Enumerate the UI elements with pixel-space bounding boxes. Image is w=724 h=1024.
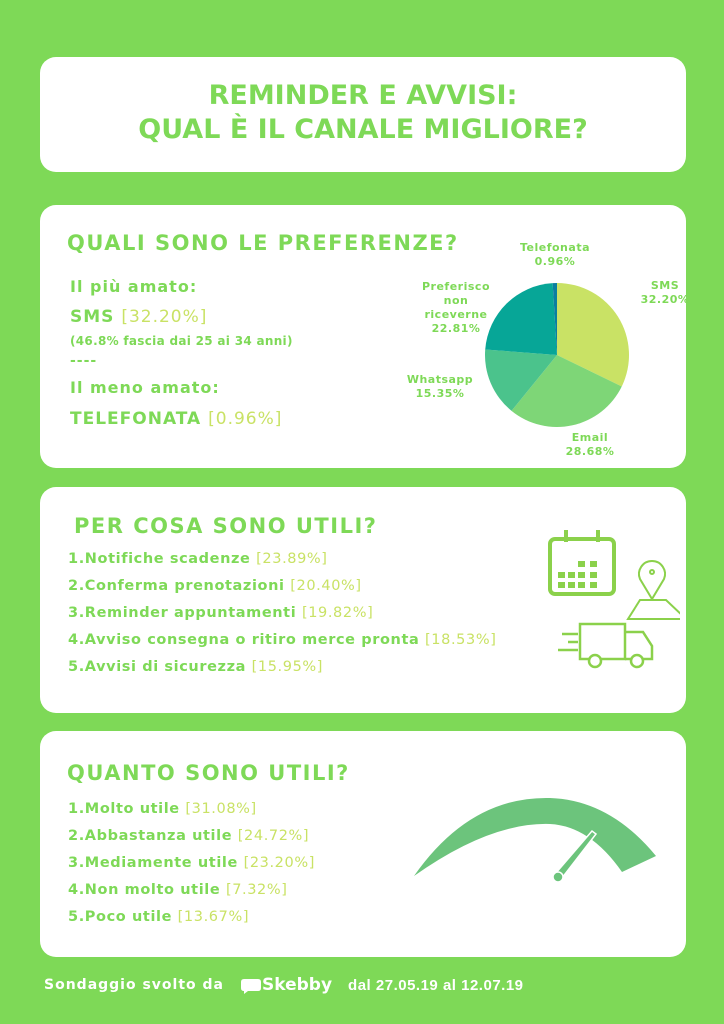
- list-item: 2.Abbastanza utile [24.72%]: [68, 828, 310, 844]
- calendar-icon: [548, 530, 616, 596]
- most-loved-name: SMS: [70, 307, 115, 327]
- separator: ----: [70, 353, 98, 369]
- least-loved: TELEFONATA [0.96%]: [70, 409, 282, 429]
- pie-label-preferisco: Preferisco non riceverne 22.81%: [421, 280, 490, 335]
- uses-illustration: [548, 530, 680, 669]
- pie-slice-email: [511, 355, 622, 427]
- list-item: 5.Poco utile [13.67%]: [68, 909, 250, 925]
- list-item: 3.Mediamente utile [23.20%]: [68, 855, 315, 871]
- delivery-truck-icon: [558, 622, 654, 669]
- list-item: 5.Avvisi di sicurezza [15.95%]: [68, 659, 324, 675]
- least-loved-value: [0.96%]: [208, 409, 283, 429]
- title-line-2: QUAL È IL CANALE MIGLIORE?: [138, 114, 588, 145]
- least-loved-name: TELEFONATA: [70, 409, 202, 429]
- usefulness-heading: QUANTO SONO UTILI?: [67, 761, 350, 785]
- title-card: REMINDER E AVVISI: QUAL È IL CANALE MIGL…: [40, 57, 686, 172]
- pie-label-whatsapp: Whatsapp 15.35%: [406, 373, 474, 400]
- footer-prefix: Sondaggio svolto da: [44, 977, 224, 993]
- footer: Sondaggio svolto da Skebby dal 27.05.19 …: [44, 975, 524, 995]
- uses-card: PER COSA SONO UTILI? 1.Notifiche scadenz…: [40, 487, 686, 713]
- brand-name: Skebby: [262, 975, 333, 995]
- preferences-heading: QUALI SONO LE PREFERENZE?: [67, 231, 459, 255]
- uses-heading: PER COSA SONO UTILI?: [74, 514, 378, 538]
- list-item: 2.Conferma prenotazioni [20.40%]: [68, 578, 362, 594]
- pie-chart: [485, 283, 629, 427]
- usefulness-list: 1.Molto utile [31.08%] 2.Abbastanza util…: [68, 801, 315, 936]
- most-loved-note: (46.8% fascia dai 25 ai 34 anni): [70, 334, 293, 348]
- list-item: 3.Reminder appuntamenti [19.82%]: [68, 605, 374, 621]
- list-item: 4.Non molto utile [7.32%]: [68, 882, 288, 898]
- most-loved-value: [32.20%]: [121, 307, 208, 327]
- pie-label-sms: SMS 32.20%: [640, 279, 690, 306]
- most-loved: SMS [32.20%]: [70, 307, 207, 327]
- pie-slice-preferisco-non-riceverne: [485, 283, 557, 355]
- most-loved-label: Il più amato:: [70, 277, 198, 296]
- pie-slice-sms: [557, 283, 629, 387]
- uses-list: 1.Notifiche scadenze [23.89%] 2.Conferma…: [68, 551, 496, 686]
- pie-slice-whatsapp: [485, 349, 557, 411]
- pie-label-email: Email 28.68%: [565, 431, 615, 458]
- pie-slice-telefonata: [552, 283, 557, 355]
- least-loved-label: Il meno amato:: [70, 378, 220, 397]
- list-item: 4.Avviso consegna o ritiro merce pronta …: [68, 632, 497, 648]
- pie-label-telefonata: Telefonata 0.96%: [519, 241, 590, 268]
- map-pin-icon: [626, 560, 680, 620]
- chat-bubble-icon: [241, 979, 261, 994]
- list-item: 1.Molto utile [31.08%]: [68, 801, 257, 817]
- skebby-logo: Skebby: [240, 975, 332, 995]
- footer-dates: dal 27.05.19 al 12.07.19: [348, 976, 524, 994]
- usefulness-card: QUANTO SONO UTILI? 1.Molto utile [31.08%…: [40, 731, 686, 957]
- gauge-icon: [414, 797, 656, 883]
- title-line-1: REMINDER E AVVISI:: [208, 80, 518, 111]
- list-item: 1.Notifiche scadenze [23.89%]: [68, 551, 328, 567]
- preferences-card: QUALI SONO LE PREFERENZE? Il più amato: …: [40, 205, 689, 468]
